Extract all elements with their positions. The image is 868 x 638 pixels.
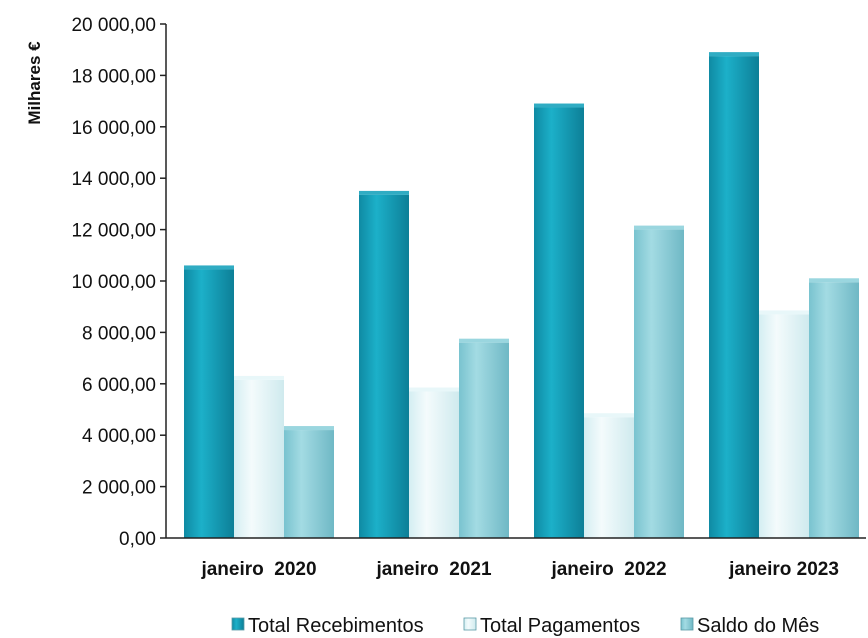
x-category-label: janeiro 2020 [200, 559, 316, 580]
bar-top [234, 375, 284, 380]
y-tick-label: 18 000,00 [71, 66, 156, 87]
bar [759, 310, 809, 538]
bar-body [709, 56, 759, 538]
y-axis-title: Milhares € [25, 41, 44, 125]
x-axis: janeiro 2020 janeiro 2021 janeiro 2022 jane… [166, 537, 866, 580]
bar [409, 387, 459, 538]
y-tick-label: 6 000,00 [82, 375, 156, 396]
legend-label: Saldo do Mês [697, 615, 819, 637]
bar-top [359, 190, 409, 195]
bar-top [759, 310, 809, 315]
legend-swatch [680, 617, 694, 631]
bar-body [359, 194, 409, 538]
bar-body [809, 282, 859, 538]
bar-body [284, 430, 334, 538]
legend: Total Recebimentos Total Pagamentos Saldo … [231, 615, 819, 637]
bar-body [234, 379, 284, 538]
legend-swatch [463, 617, 477, 631]
y-tick-label: 4 000,00 [82, 426, 156, 447]
legend-label: Total Recebimentos [248, 615, 424, 637]
bar-top [534, 103, 584, 108]
bar-body [634, 229, 684, 538]
x-category-label: janeiro 2023 [728, 559, 839, 580]
bar-top [709, 52, 759, 57]
bar-top [584, 413, 634, 418]
bar [584, 413, 634, 538]
legend-item: Saldo do Mês [680, 615, 819, 637]
bar-body [459, 342, 509, 538]
bar-body [584, 417, 634, 538]
legend-label: Total Pagamentos [480, 615, 640, 637]
y-tick-label: 16 000,00 [71, 118, 156, 139]
bar [634, 225, 684, 538]
y-tick-label: 0,00 [119, 529, 156, 550]
y-tick-label: 2 000,00 [82, 478, 156, 499]
bar-top [409, 387, 459, 392]
bar [459, 338, 509, 538]
y-tick-label: 14 000,00 [71, 169, 156, 190]
bar-body [759, 314, 809, 538]
bar-body [184, 269, 234, 538]
legend-swatch [231, 617, 245, 631]
y-tick-label: 12 000,00 [71, 221, 156, 242]
bar-top [184, 265, 234, 270]
bar-top [634, 225, 684, 230]
x-category-label: janeiro 2021 [375, 559, 492, 580]
bars-group [184, 52, 859, 539]
bar-body [409, 391, 459, 538]
bar-top [284, 426, 334, 431]
legend-item: Total Pagamentos [463, 615, 640, 637]
bar [709, 52, 759, 538]
bar [234, 375, 284, 538]
y-tick-label: 20 000,00 [71, 15, 156, 36]
y-axis: 0,00 2 000,00 4 000,00 6 000,00 8 000,00 10 0… [71, 15, 167, 550]
x-category-label: janeiro 2022 [550, 559, 666, 580]
legend-item: Total Recebimentos [231, 615, 424, 637]
bar [534, 103, 584, 539]
bar [809, 278, 859, 538]
bar [284, 426, 334, 538]
bar-top [459, 338, 509, 343]
bar-body [534, 107, 584, 539]
bar-top [809, 278, 859, 283]
bar [184, 265, 234, 538]
bar [359, 190, 409, 538]
y-tick-label: 8 000,00 [82, 323, 156, 344]
y-tick-label: 10 000,00 [71, 272, 156, 293]
